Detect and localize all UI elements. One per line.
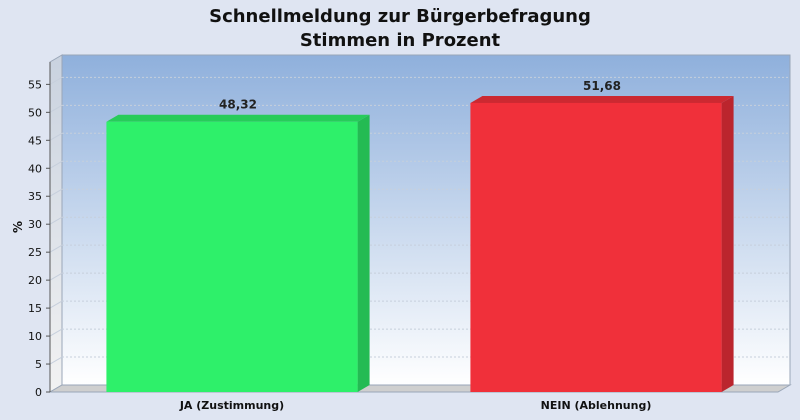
gridline-side: [49, 244, 63, 253]
y-tick-label: 35: [28, 190, 42, 203]
y-tick-label: 25: [28, 246, 42, 259]
bars: 48,32 51,68: [106, 79, 734, 392]
axes: 0 5 10 15 20 25 30 35 40 45 50 55% JA (Zustimmung) NE…: [11, 62, 651, 412]
bar-data-label: 51,68: [583, 79, 621, 93]
y-axis-label: %: [11, 221, 25, 233]
y-tick-label: 0: [35, 386, 42, 399]
chart-subtitle: Stimmen in Prozent: [299, 30, 501, 51]
y-tick-label: 55: [28, 78, 42, 91]
gridline-side: [49, 300, 63, 309]
bar-top: [106, 114, 370, 122]
y-tick-label: 20: [28, 274, 42, 287]
gridline-side: [49, 356, 63, 365]
gridline-side: [49, 188, 63, 197]
bar-side: [721, 95, 734, 392]
gridline-side: [49, 216, 63, 225]
bar-group: 48,32: [106, 98, 370, 392]
x-tick-label: NEIN (Ablehnung): [541, 399, 652, 412]
y-tick-label: 40: [28, 162, 42, 175]
y-tick-label: 10: [28, 330, 42, 343]
y-tick-label: 15: [28, 302, 42, 315]
bar-top: [470, 95, 734, 103]
gridline-side: [49, 76, 63, 85]
gridline-side: [49, 328, 63, 337]
gridline-side: [49, 132, 63, 141]
bar-group: 51,68: [470, 79, 734, 392]
bar: [470, 102, 722, 392]
y-tick-label: 5: [35, 358, 42, 371]
gridline-side: [49, 272, 63, 281]
bar: [106, 121, 358, 392]
gridline-side: [49, 104, 63, 113]
y-tick-label: 45: [28, 134, 42, 147]
gridline-side: [49, 160, 63, 169]
y-tick-label: 50: [28, 106, 42, 119]
x-tick-label: JA (Zustimmung): [179, 399, 284, 412]
chart-title: Schnellmeldung zur Bürgerbefragung: [209, 6, 591, 27]
bar-data-label: 48,32: [219, 98, 257, 112]
y-tick-label: 30: [28, 218, 42, 231]
bar-side: [357, 114, 370, 392]
